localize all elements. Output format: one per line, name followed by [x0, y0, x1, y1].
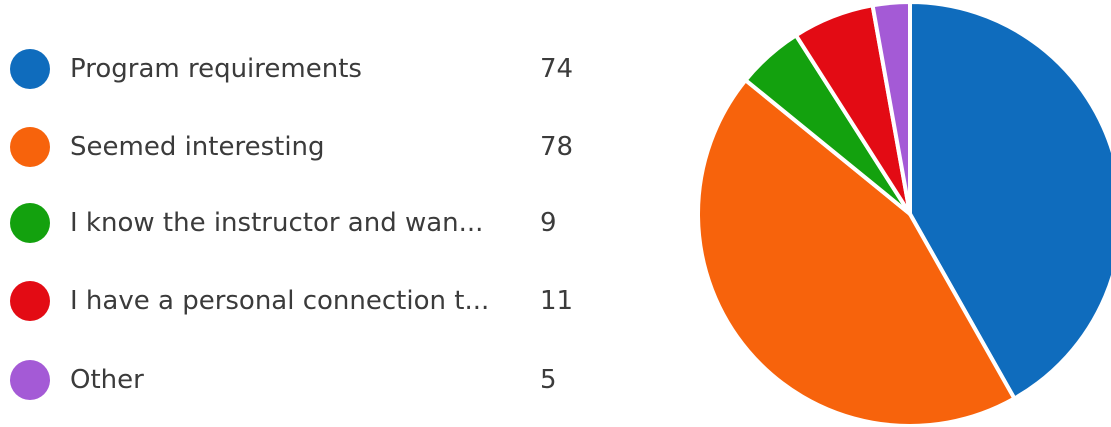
legend-label: I know the instructor and wan...	[70, 208, 484, 238]
legend-count: 11	[540, 286, 574, 316]
pie-slice-4[interactable]	[870, 0, 912, 216]
legend-item-other[interactable]: Other 5	[10, 355, 630, 405]
legend-swatch	[10, 360, 50, 400]
legend-item-program-requirements[interactable]: Program requirements 74	[10, 44, 630, 94]
legend-count: 5	[540, 365, 557, 395]
legend-item-personal-connection[interactable]: I have a personal connection t... 11	[10, 276, 630, 326]
legend-swatch	[10, 203, 50, 243]
legend-label: I have a personal connection t...	[70, 286, 490, 316]
legend-count: 74	[540, 54, 574, 84]
legend-swatch	[10, 49, 50, 89]
legend-label: Program requirements	[70, 54, 362, 84]
legend-count: 78	[540, 132, 574, 162]
legend-item-know-instructor[interactable]: I know the instructor and wan... 9	[10, 198, 630, 248]
pie-chart	[696, 0, 1111, 427]
legend: Program requirements 74 Seemed interesti…	[10, 44, 630, 405]
legend-swatch	[10, 127, 50, 167]
legend-label: Seemed interesting	[70, 132, 325, 162]
pie-slice-1[interactable]	[696, 78, 1017, 427]
legend-label: Other	[70, 365, 144, 395]
legend-item-seemed-interesting[interactable]: Seemed interesting 78	[10, 122, 630, 172]
legend-swatch	[10, 281, 50, 321]
legend-count: 9	[540, 208, 557, 238]
